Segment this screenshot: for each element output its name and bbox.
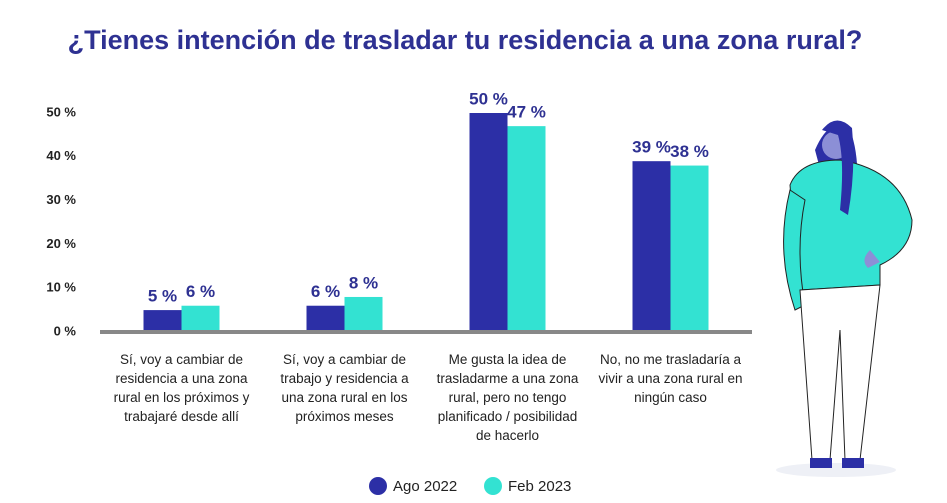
legend-marker — [369, 477, 387, 495]
value-label: 38 % — [670, 142, 709, 161]
legend-marker — [484, 477, 502, 495]
x-tick-label: Me gusta la idea de trasladarme a una zo… — [436, 352, 579, 443]
value-label: 6 % — [311, 282, 340, 301]
value-label: 47 % — [507, 103, 546, 122]
x-tick-label: Sí, voy a cambiar de residencia a una zo… — [113, 352, 250, 424]
x-tick-label: No, no me trasladaría a vivir a una zona… — [598, 352, 743, 405]
bar — [507, 126, 546, 332]
bar — [306, 305, 345, 332]
illustration — [776, 120, 913, 477]
y-tick-label: 0 % — [54, 323, 77, 338]
value-label: 39 % — [632, 138, 671, 157]
bar — [181, 305, 220, 332]
bar — [632, 161, 671, 332]
y-tick-label: 20 % — [46, 236, 76, 251]
value-label: 5 % — [148, 287, 177, 306]
chart-title: ¿Tienes intención de trasladar tu reside… — [68, 25, 863, 55]
legend-label: Ago 2022 — [393, 478, 457, 495]
bar — [143, 310, 182, 332]
legend-label: Feb 2023 — [508, 478, 571, 495]
bar — [670, 165, 709, 332]
y-tick-label: 10 % — [46, 280, 76, 295]
x-tick-label: Sí, voy a cambiar de trabajo y residenci… — [280, 352, 409, 424]
value-label: 6 % — [186, 282, 215, 301]
bar — [344, 296, 383, 332]
y-tick-label: 40 % — [46, 148, 76, 163]
value-label: 50 % — [469, 89, 508, 108]
bar — [469, 113, 508, 332]
y-tick-label: 30 % — [46, 192, 76, 207]
value-label: 8 % — [349, 273, 378, 292]
y-tick-label: 50 % — [46, 104, 76, 119]
